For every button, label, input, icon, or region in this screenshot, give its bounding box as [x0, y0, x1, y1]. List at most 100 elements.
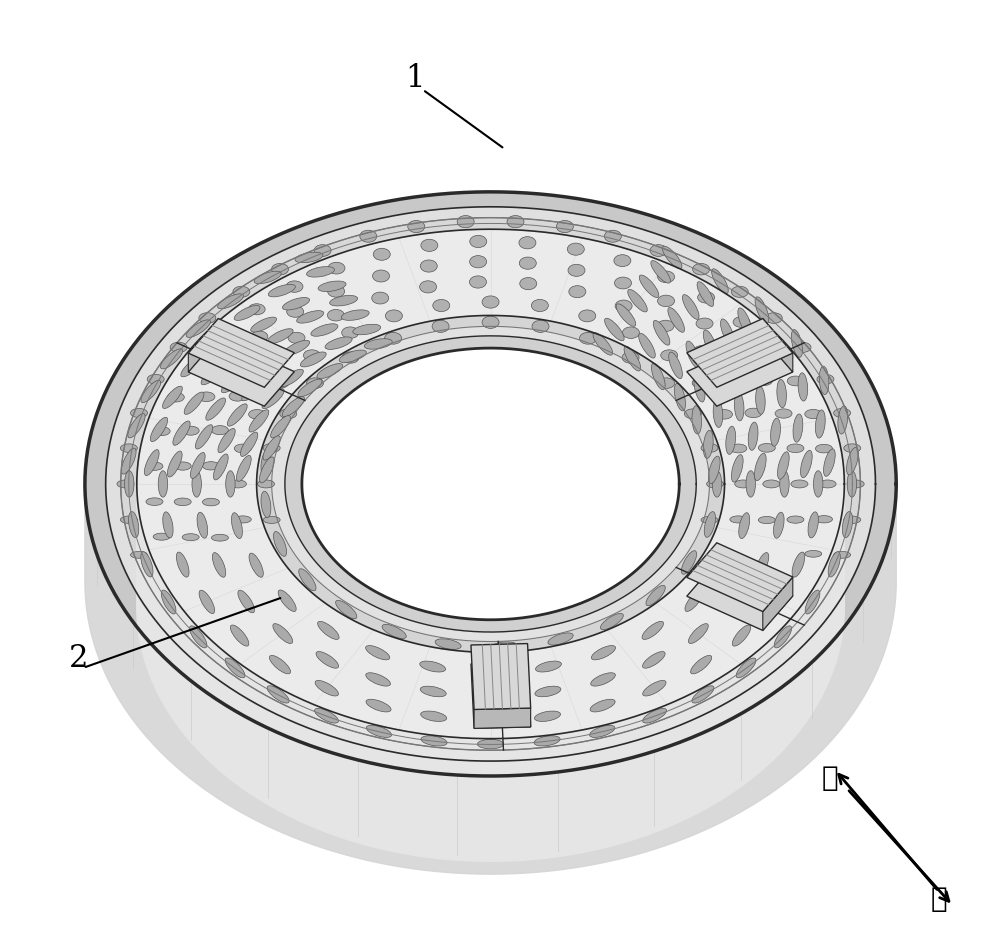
Ellipse shape: [819, 366, 829, 395]
Ellipse shape: [534, 735, 560, 746]
Ellipse shape: [777, 452, 789, 479]
Ellipse shape: [278, 590, 296, 611]
Ellipse shape: [622, 326, 639, 339]
Ellipse shape: [129, 512, 139, 538]
Ellipse shape: [300, 352, 326, 367]
Polygon shape: [272, 326, 709, 642]
Ellipse shape: [221, 373, 244, 393]
Ellipse shape: [519, 257, 536, 270]
Ellipse shape: [131, 551, 147, 558]
Ellipse shape: [813, 471, 823, 497]
Ellipse shape: [237, 456, 251, 481]
Ellipse shape: [176, 552, 189, 577]
Polygon shape: [188, 319, 218, 372]
Ellipse shape: [681, 550, 697, 574]
Polygon shape: [106, 207, 875, 761]
Ellipse shape: [163, 386, 182, 408]
Ellipse shape: [211, 534, 228, 541]
Ellipse shape: [692, 406, 702, 434]
Ellipse shape: [838, 406, 848, 434]
Ellipse shape: [817, 374, 834, 384]
Polygon shape: [471, 643, 531, 710]
Ellipse shape: [579, 310, 596, 322]
Polygon shape: [188, 338, 294, 406]
Ellipse shape: [234, 444, 251, 453]
Ellipse shape: [327, 309, 344, 321]
Ellipse shape: [260, 456, 274, 483]
Ellipse shape: [668, 307, 684, 332]
Ellipse shape: [792, 552, 805, 577]
Polygon shape: [257, 315, 725, 652]
Polygon shape: [687, 319, 793, 387]
Ellipse shape: [824, 449, 835, 476]
Ellipse shape: [249, 410, 266, 419]
Ellipse shape: [202, 461, 219, 470]
Ellipse shape: [771, 419, 780, 446]
Ellipse shape: [646, 586, 665, 605]
Ellipse shape: [605, 318, 624, 341]
Ellipse shape: [787, 444, 804, 453]
Ellipse shape: [643, 652, 665, 668]
Ellipse shape: [643, 708, 667, 723]
Ellipse shape: [170, 343, 187, 352]
Ellipse shape: [433, 300, 450, 311]
Ellipse shape: [211, 425, 228, 435]
Ellipse shape: [372, 292, 389, 304]
Ellipse shape: [225, 658, 245, 678]
Ellipse shape: [758, 443, 775, 452]
Ellipse shape: [470, 235, 487, 248]
Ellipse shape: [507, 215, 524, 228]
Ellipse shape: [263, 443, 280, 453]
Ellipse shape: [284, 341, 310, 355]
Ellipse shape: [755, 552, 769, 577]
Ellipse shape: [212, 552, 226, 577]
Polygon shape: [188, 319, 294, 387]
Ellipse shape: [251, 317, 277, 332]
Ellipse shape: [298, 380, 322, 397]
Ellipse shape: [492, 642, 518, 651]
Ellipse shape: [297, 310, 324, 323]
Polygon shape: [471, 662, 531, 729]
Ellipse shape: [622, 352, 639, 363]
Ellipse shape: [727, 590, 743, 613]
Ellipse shape: [469, 276, 486, 288]
Ellipse shape: [299, 568, 316, 591]
Ellipse shape: [470, 255, 487, 268]
Ellipse shape: [218, 294, 243, 308]
Ellipse shape: [366, 645, 390, 660]
Ellipse shape: [364, 339, 392, 349]
Ellipse shape: [519, 236, 536, 249]
Ellipse shape: [199, 313, 216, 324]
Ellipse shape: [173, 421, 190, 445]
Ellipse shape: [477, 666, 504, 676]
Ellipse shape: [141, 551, 153, 577]
Ellipse shape: [288, 332, 305, 344]
Ellipse shape: [188, 361, 205, 370]
Ellipse shape: [600, 613, 623, 630]
Ellipse shape: [271, 416, 290, 437]
Ellipse shape: [834, 408, 851, 418]
Ellipse shape: [791, 329, 802, 357]
Ellipse shape: [651, 261, 670, 283]
Ellipse shape: [604, 231, 621, 242]
Ellipse shape: [767, 590, 782, 614]
Ellipse shape: [815, 515, 832, 523]
Ellipse shape: [227, 404, 247, 426]
Ellipse shape: [167, 393, 184, 402]
Text: 1: 1: [405, 63, 425, 94]
Ellipse shape: [420, 686, 446, 697]
Ellipse shape: [780, 471, 789, 497]
Ellipse shape: [318, 281, 346, 291]
Ellipse shape: [756, 386, 765, 415]
Ellipse shape: [591, 645, 616, 660]
Ellipse shape: [229, 480, 246, 488]
Ellipse shape: [698, 291, 715, 303]
Ellipse shape: [420, 260, 437, 272]
Ellipse shape: [234, 306, 260, 321]
Ellipse shape: [697, 282, 714, 307]
Ellipse shape: [805, 590, 820, 614]
Ellipse shape: [828, 551, 840, 577]
Ellipse shape: [174, 462, 191, 470]
Ellipse shape: [674, 383, 685, 411]
Ellipse shape: [231, 512, 242, 538]
